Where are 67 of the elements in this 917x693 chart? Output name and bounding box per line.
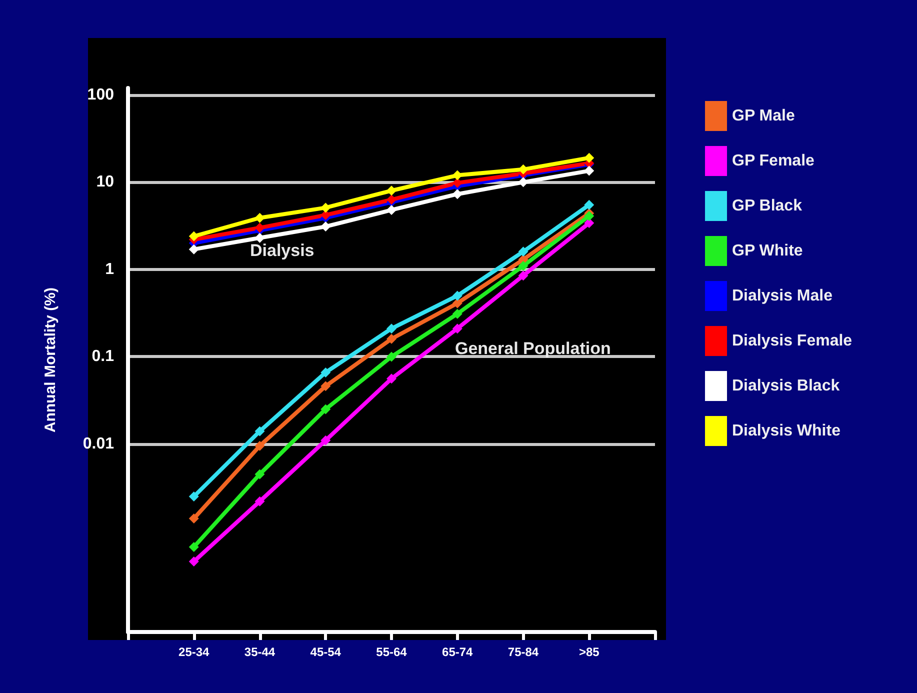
- point: [320, 404, 331, 414]
- point: [320, 381, 331, 392]
- x-tick-label: 65-74: [442, 645, 474, 659]
- point: [188, 542, 199, 552]
- point: [188, 513, 199, 524]
- y-tick-label: 10: [96, 174, 114, 191]
- x-tick-label: 55-64: [376, 645, 408, 659]
- legend-label: GP Female: [732, 152, 815, 170]
- y-tick-label: 0.01: [82, 435, 114, 452]
- point: [188, 231, 199, 242]
- point: [254, 222, 265, 233]
- x-tick-label: 25-34: [178, 645, 210, 659]
- point: [254, 469, 265, 480]
- point: [386, 352, 396, 362]
- point: [254, 440, 265, 451]
- legend-label: Dialysis White: [732, 422, 841, 440]
- point: [386, 186, 396, 196]
- legend-label: GP Male: [732, 108, 795, 124]
- point: [452, 290, 462, 301]
- point: [320, 435, 331, 446]
- y-tick-label: 1: [105, 260, 114, 278]
- point: [452, 189, 462, 200]
- point: [584, 166, 594, 176]
- point: [188, 244, 199, 254]
- annotation: General Population: [455, 339, 611, 358]
- point: [452, 308, 462, 319]
- legend-label: Dialysis Male: [732, 288, 833, 304]
- point: [518, 177, 528, 188]
- legend-label: Dialysis Female: [732, 332, 852, 350]
- point: [452, 298, 462, 308]
- point: [188, 556, 199, 566]
- y-tick-label: 100: [87, 86, 114, 104]
- point: [386, 374, 396, 384]
- x-tick-label: >85: [578, 645, 600, 659]
- y-axis-title: Annual Mortality (%): [42, 288, 59, 432]
- point: [386, 324, 396, 334]
- point: [518, 270, 528, 281]
- point: [386, 204, 396, 215]
- point: [188, 491, 199, 502]
- point: [320, 367, 331, 378]
- point: [452, 178, 462, 188]
- point: [518, 260, 528, 271]
- point: [254, 426, 265, 436]
- point: [320, 202, 331, 213]
- point: [584, 210, 594, 221]
- x-tick-label: 75-84: [508, 645, 539, 659]
- point: [518, 246, 528, 257]
- point: [452, 324, 462, 334]
- y-tick-label: 0.1: [92, 348, 114, 366]
- point: [254, 212, 265, 223]
- annotation: Dialysis: [250, 241, 314, 260]
- legend-label: GP Black: [732, 198, 802, 214]
- point: [518, 164, 528, 174]
- point: [320, 210, 331, 220]
- point: [320, 222, 331, 232]
- point: [584, 152, 594, 163]
- legend-label: GP White: [732, 242, 803, 260]
- point: [452, 170, 462, 180]
- point: [584, 200, 594, 210]
- x-tick-label: 45-54: [310, 645, 342, 659]
- legend-label: Dialysis Black: [732, 378, 840, 394]
- point: [584, 218, 594, 228]
- point: [254, 496, 265, 506]
- point: [386, 334, 396, 344]
- point: [386, 194, 396, 205]
- point: [254, 232, 265, 243]
- x-tick-label: 35-44: [244, 645, 276, 659]
